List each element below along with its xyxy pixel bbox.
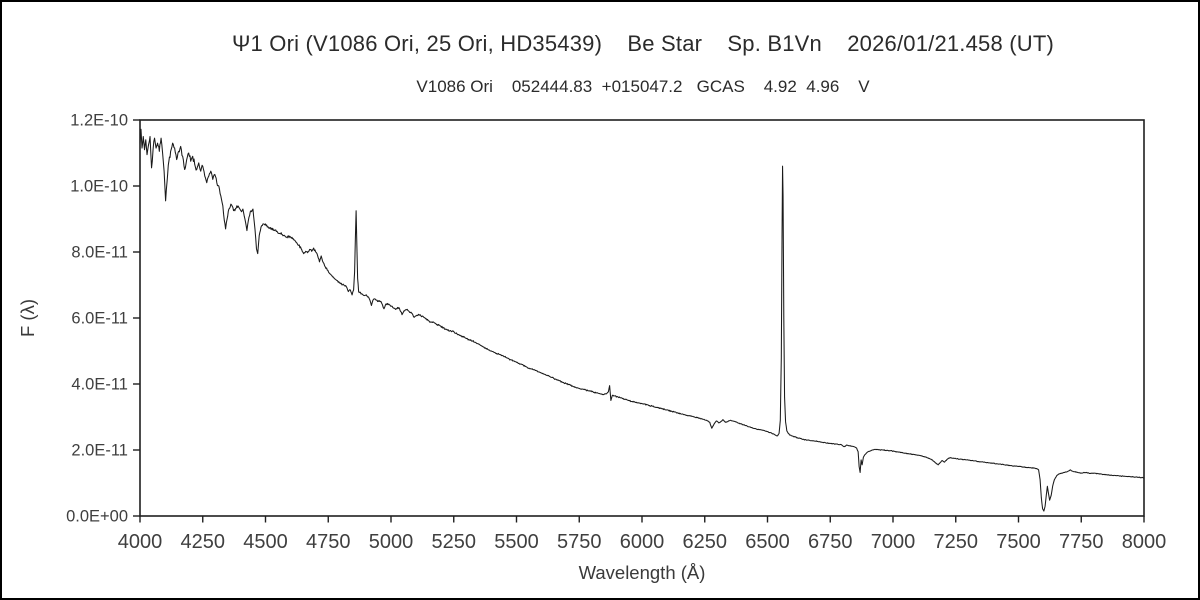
x-tick-label: 8000: [1122, 531, 1167, 553]
x-tick-label: 6000: [620, 531, 665, 553]
spectrum-line: [139, 128, 1145, 512]
y-tick-label: 4.0E-11: [71, 376, 128, 394]
y-tick-label: 6.0E-11: [71, 310, 128, 328]
y-tick-label: 2.0E-11: [71, 442, 128, 460]
x-tick-label: 7250: [934, 531, 979, 553]
x-tick-label: 7500: [996, 531, 1041, 553]
y-tick-label: 1.2E-10: [70, 112, 128, 130]
plot-frame: [139, 119, 1145, 517]
x-tick-label: 4000: [118, 531, 163, 553]
chart-subtitle: V1086 Ori 052444.83 +015047.2 GCAS 4.92 …: [416, 77, 870, 96]
x-tick-label: 6750: [808, 531, 853, 553]
tick-labels: 4000 4250 4500 4750 5000 5250 5500 5750 6000 6250…: [66, 112, 1166, 554]
x-tick-label: 5750: [557, 531, 602, 553]
x-tick-label: 5500: [494, 531, 539, 553]
x-tick-label: 4750: [306, 531, 351, 553]
x-tick-label: 4500: [243, 531, 288, 553]
chart-title: Ψ1 Ori (V1086 Ori, 25 Ori, HD35439) Be S…: [231, 31, 1055, 56]
x-tick-label: 4250: [181, 531, 226, 553]
y-tick-label: 0.0E+00: [66, 508, 128, 526]
x-tick-label: 6250: [683, 531, 728, 553]
y-tick-label: 8.0E-11: [71, 244, 128, 262]
x-tick-label: 7750: [1059, 531, 1104, 553]
y-tick-label: 1.0E-10: [70, 178, 128, 196]
y-axis-label: F (λ): [17, 299, 38, 337]
x-tick-label: 7000: [871, 531, 916, 553]
tick-marks: [133, 119, 1145, 523]
x-tick-label: 6500: [745, 531, 790, 553]
x-tick-label: 5250: [432, 531, 477, 553]
x-axis-label: Wavelength (Å): [579, 562, 706, 583]
x-tick-label: 5000: [369, 531, 414, 553]
